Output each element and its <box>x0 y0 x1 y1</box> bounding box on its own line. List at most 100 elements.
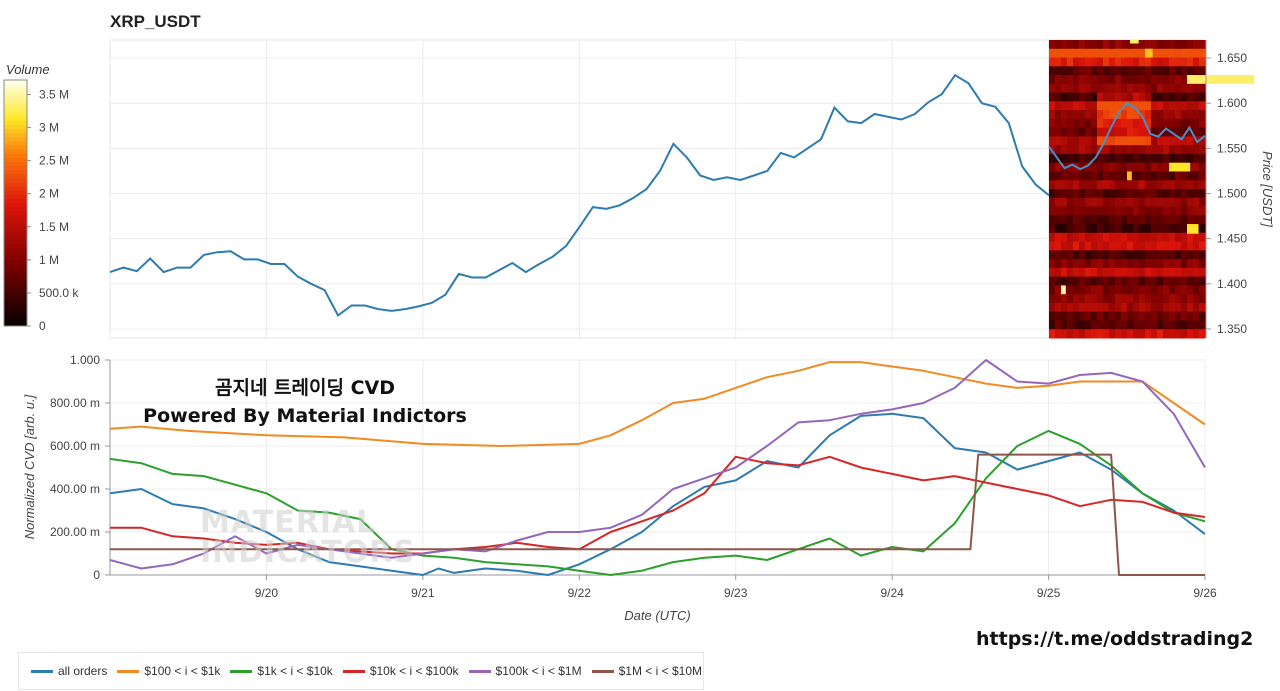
heatmap-cell <box>1061 224 1068 234</box>
heatmap-cell <box>1103 232 1110 243</box>
heatmap-cell <box>1181 101 1188 111</box>
heatmap-cell <box>1073 311 1080 321</box>
heatmap-cell <box>1121 171 1128 181</box>
heatmap-price-line <box>1048 101 1206 171</box>
heatmap-cell <box>1121 162 1128 172</box>
heatmap-cell <box>1133 224 1140 234</box>
legend-item[interactable]: $10k < i < $100k <box>342 664 459 678</box>
heatmap-cell <box>1079 180 1086 190</box>
heatmap-cell <box>1163 206 1170 216</box>
colorbar-tick-label: 0 <box>39 319 46 333</box>
legend-item[interactable]: $1M < i < $10M <box>591 664 702 678</box>
colorbar-step <box>4 84 27 89</box>
heatmap-cell <box>1163 171 1170 181</box>
heatmap-cell <box>1175 232 1182 243</box>
heatmap-cell <box>1187 197 1194 208</box>
heatmap-cell <box>1187 57 1194 67</box>
heatmap-cell <box>1151 206 1158 216</box>
telegram-link[interactable]: https://t.me/oddstrading2 <box>976 628 1254 650</box>
heatmap-hotspot <box>1130 40 1139 44</box>
colorbar-step <box>4 268 27 274</box>
heatmap-cell <box>1055 101 1062 111</box>
price-plot-area <box>109 39 1206 339</box>
heatmap-cell <box>1049 206 1056 216</box>
heatmap-cell <box>1073 118 1080 129</box>
legend-item[interactable]: all orders <box>31 664 107 678</box>
legend-item[interactable]: $100 < i < $1k <box>117 664 220 678</box>
legend-item[interactable]: $1k < i < $10k <box>230 664 333 678</box>
heatmap-cell <box>1145 145 1152 155</box>
heatmap-cell <box>1103 197 1110 208</box>
heatmap-cell <box>1133 83 1140 94</box>
heatmap-cell <box>1151 224 1158 234</box>
heatmap-cell <box>1151 329 1158 339</box>
heatmap-cell <box>1091 206 1098 216</box>
heatmap-cell <box>1187 250 1194 260</box>
heatmap-cell <box>1115 153 1122 164</box>
colorbar-step <box>4 280 27 286</box>
heatmap-cell <box>1079 267 1086 278</box>
heatmap-cell <box>1121 75 1128 85</box>
heatmap-cell <box>1151 48 1158 59</box>
heatmap-cell <box>1187 162 1194 172</box>
heatmap-cell <box>1049 189 1056 199</box>
heatmap-cell <box>1121 294 1128 304</box>
heatmap-cell <box>1151 136 1158 146</box>
heatmap-cell <box>1085 48 1092 59</box>
heatmap-cell <box>1133 136 1140 146</box>
heatmap-cell <box>1193 171 1200 181</box>
heatmap-cell <box>1115 259 1122 269</box>
heatmap-cell <box>1151 320 1158 330</box>
heatmap-cell <box>1133 145 1140 155</box>
colorbar-step <box>4 182 27 188</box>
heatmap-cell <box>1169 267 1176 278</box>
heatmap-cell <box>1169 224 1176 234</box>
heatmap-cell <box>1163 180 1170 190</box>
heatmap-cell <box>1115 136 1122 146</box>
heatmap-cell <box>1181 127 1188 137</box>
heatmap-cell <box>1175 136 1182 146</box>
legend: all orders $100 < i < $1k $1k < i < $10k $1… <box>18 652 704 690</box>
heatmap-cell <box>1049 83 1056 94</box>
heatmap-cell <box>1181 145 1188 155</box>
heatmap-cell <box>1175 75 1182 85</box>
heatmap-cell <box>1115 66 1122 76</box>
heatmap-cell <box>1049 232 1056 243</box>
heatmap-cell <box>1073 180 1080 190</box>
heatmap-cell <box>1067 66 1074 76</box>
heatmap-cell <box>1151 180 1158 190</box>
heatmap-cell <box>1139 285 1146 295</box>
heatmap-cell <box>1193 92 1200 102</box>
heatmap-cell <box>1103 66 1110 76</box>
cvd-y-tick-label: 400.00 m <box>50 482 100 496</box>
heatmap-cell <box>1199 215 1206 225</box>
cvd-series-line <box>109 359 1206 570</box>
heatmap-cell <box>1049 171 1056 181</box>
heatmap-cell <box>1133 285 1140 295</box>
heatmap-cell <box>1193 48 1200 59</box>
colorbar-step <box>4 157 27 163</box>
colorbar-tick-label: 3.5 M <box>39 88 69 102</box>
legend-item[interactable]: $100k < i < $1M <box>468 664 582 678</box>
heatmap-cell <box>1199 136 1206 146</box>
heatmap-cell <box>1103 92 1110 102</box>
heatmap-cell <box>1163 294 1170 304</box>
heatmap-cell <box>1193 259 1200 269</box>
heatmap-cell <box>1139 180 1146 190</box>
heatmap-cell <box>1175 57 1182 67</box>
heatmap-cell <box>1163 83 1170 94</box>
heatmap-cell <box>1181 66 1188 76</box>
heatmap-cell <box>1055 180 1062 190</box>
heatmap-cell <box>1067 250 1074 260</box>
heatmap-cell <box>1127 259 1134 269</box>
heatmap-cell <box>1103 224 1110 234</box>
heatmap-cell <box>1163 145 1170 155</box>
heatmap-cell <box>1109 259 1116 269</box>
cvd-series-line <box>110 453 1205 576</box>
heatmap-cell <box>1193 250 1200 260</box>
heatmap-cell <box>1109 285 1116 295</box>
heatmap-cell <box>1151 66 1158 76</box>
heatmap-cell <box>1145 136 1152 146</box>
heatmap-cell <box>1145 66 1152 76</box>
